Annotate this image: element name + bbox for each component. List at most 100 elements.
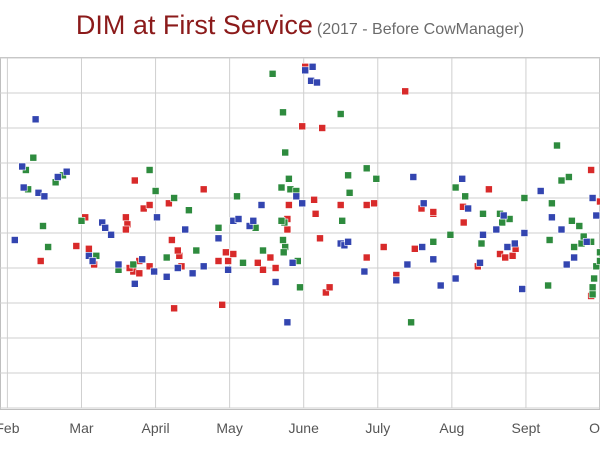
- data-point-red: [72, 242, 81, 250]
- data-point-red: [401, 87, 410, 96]
- data-point-blue: [451, 274, 460, 283]
- data-point-red: [85, 245, 93, 253]
- data-point-blue: [181, 225, 189, 234]
- data-point-blue: [592, 211, 600, 220]
- data-point-blue: [570, 253, 578, 262]
- data-point-green: [192, 246, 201, 255]
- data-point-green: [44, 243, 52, 251]
- data-point-blue: [518, 285, 527, 293]
- x-tick-label: July: [365, 420, 390, 436]
- data-point-green: [590, 274, 598, 283]
- data-point-green: [568, 217, 576, 225]
- data-point-blue: [557, 225, 566, 234]
- data-point-blue: [292, 192, 301, 201]
- data-point-blue: [308, 62, 317, 71]
- data-point-blue: [107, 231, 115, 239]
- data-point-red: [508, 252, 517, 260]
- data-point-blue: [409, 173, 418, 181]
- data-point-red: [165, 199, 173, 208]
- chart-title: DIM at First Service (2017 - Before CowMa…: [0, 10, 600, 41]
- data-point-green: [268, 70, 277, 78]
- data-point-blue: [53, 173, 62, 181]
- data-point-blue: [313, 78, 321, 87]
- data-point-blue: [40, 192, 49, 201]
- data-point-blue: [503, 243, 512, 251]
- data-point-green: [338, 217, 347, 225]
- data-point-green: [544, 281, 552, 290]
- data-point-green: [233, 192, 241, 201]
- data-point-green: [214, 224, 223, 232]
- data-point-green: [461, 192, 470, 201]
- data-point-green: [575, 222, 584, 230]
- data-point-blue: [520, 229, 529, 237]
- data-point-red: [311, 210, 320, 218]
- data-point-red: [587, 166, 595, 174]
- data-point-red: [429, 208, 438, 216]
- data-point-blue: [249, 217, 258, 225]
- data-point-blue: [301, 66, 310, 75]
- data-point-red: [501, 253, 510, 262]
- x-tick-label: Feb: [0, 420, 20, 436]
- data-point-blue: [510, 239, 519, 248]
- data-point-red: [214, 257, 223, 265]
- data-point-red: [224, 257, 232, 265]
- data-point-blue: [224, 265, 232, 274]
- data-point-blue: [174, 264, 182, 272]
- data-point-blue: [62, 167, 71, 176]
- data-point-red: [122, 225, 130, 234]
- data-point-green: [362, 164, 371, 173]
- data-point-green: [451, 183, 460, 192]
- data-point-red: [266, 253, 275, 262]
- x-tick-label: April: [142, 420, 170, 436]
- data-point-blue: [588, 194, 597, 202]
- data-point-green: [281, 148, 290, 157]
- data-point-blue: [271, 278, 280, 286]
- data-point-red: [271, 264, 280, 272]
- data-point-green: [279, 248, 288, 257]
- data-point-blue: [88, 257, 97, 265]
- data-point-blue: [436, 281, 445, 290]
- data-point-red: [145, 201, 154, 209]
- data-point-blue: [214, 234, 223, 243]
- data-point-blue: [188, 269, 197, 278]
- data-point-green: [596, 248, 600, 257]
- data-point-green: [479, 210, 487, 218]
- data-point-blue: [476, 258, 484, 267]
- data-point-red: [310, 196, 318, 204]
- data-point-green: [77, 217, 86, 225]
- data-point-blue: [288, 258, 297, 267]
- horizontal-gridlines: [0, 57, 600, 409]
- data-point-blue: [131, 279, 139, 288]
- data-point-red: [318, 124, 327, 132]
- x-tick-label: June: [289, 420, 320, 436]
- data-point-red: [362, 253, 371, 262]
- data-point-red: [36, 257, 45, 265]
- data-point-green: [185, 206, 193, 214]
- data-point-green: [588, 290, 597, 299]
- data-point-red: [362, 201, 371, 209]
- x-axis-tick-labels: FebMarAprilMayJuneJulyAugSeptOctNov: [0, 420, 600, 436]
- data-point-blue: [392, 276, 401, 285]
- x-tick-label: Oct: [589, 420, 600, 436]
- data-point-blue: [114, 260, 123, 269]
- data-point-blue: [479, 231, 487, 239]
- data-point-red: [459, 218, 468, 227]
- data-point-blue: [464, 204, 472, 213]
- data-point-blue: [11, 236, 19, 244]
- data-point-green: [553, 141, 561, 150]
- data-point-green: [29, 153, 38, 162]
- data-point-green: [557, 176, 566, 185]
- data-point-blue: [19, 183, 28, 192]
- data-point-blue: [562, 260, 571, 269]
- data-point-blue: [283, 318, 292, 327]
- data-point-green: [129, 260, 138, 269]
- data-point-green: [446, 231, 455, 239]
- data-point-red: [222, 248, 230, 257]
- data-point-red: [199, 185, 208, 194]
- data-point-green: [239, 258, 247, 267]
- data-point-green: [407, 318, 415, 327]
- data-point-red: [122, 213, 130, 222]
- data-point-red: [370, 199, 378, 208]
- data-point-green: [277, 217, 286, 225]
- data-point-green: [336, 110, 345, 118]
